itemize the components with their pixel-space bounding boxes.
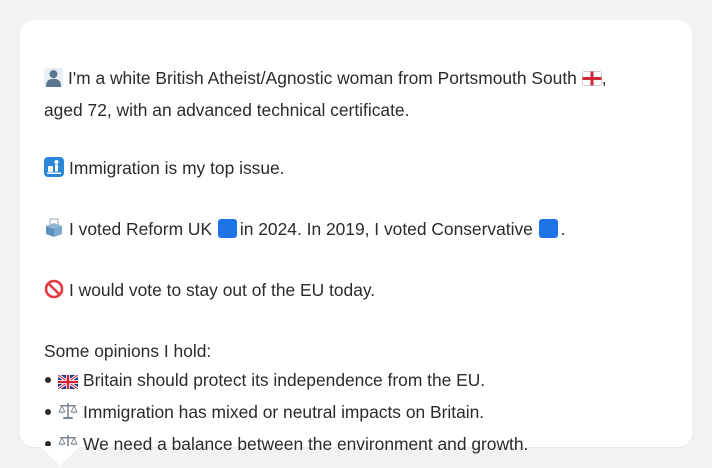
balance-scale-icon xyxy=(58,401,78,430)
opinions-header: Some opinions I hold: xyxy=(44,341,212,361)
chat-message-bubble: I'm a white British Atheist/Agnostic wom… xyxy=(20,20,692,454)
opinion-text: We need a balance between the environmen… xyxy=(83,434,529,454)
bullet-icon xyxy=(45,441,51,447)
top-issue-text: Immigration is my top issue. xyxy=(69,158,285,178)
opinion-text: Immigration has mixed or neutral impacts… xyxy=(83,402,485,422)
vote-line: I voted Reform UK in 2024. In 2019, I vo… xyxy=(44,215,668,247)
opinion-list-item: We need a balance between the environmen… xyxy=(44,430,668,462)
intro-line-1: I'm a white British Atheist/Agnostic wom… xyxy=(44,64,668,96)
opinion-text: Britain should protect its independence … xyxy=(83,370,486,390)
bullet-icon xyxy=(45,377,51,383)
opinion-list-item: Immigration has mixed or neutral impacts… xyxy=(44,398,668,430)
conservative-color-square xyxy=(538,219,558,238)
top-issue-line: Immigration is my top issue. xyxy=(44,154,668,186)
eu-line: I would vote to stay out of the EU today… xyxy=(44,276,668,308)
vote-text-2019: in 2024. In 2019, I voted Conservative xyxy=(239,219,533,239)
prohibited-icon xyxy=(44,279,64,308)
uk-flag-icon xyxy=(57,369,79,398)
bubble-tail xyxy=(40,446,80,466)
vote-text-end: . xyxy=(560,219,566,239)
vote-text-2024: I voted Reform UK xyxy=(69,219,213,239)
passport-control-icon xyxy=(44,157,64,186)
ballot-box-icon xyxy=(44,218,64,247)
intro-text: I'm a white British Atheist/Agnostic wom… xyxy=(68,68,577,88)
eu-text: I would vote to stay out of the EU today… xyxy=(69,280,376,300)
intro-line-2: aged 72, with an advanced technical cert… xyxy=(44,100,410,120)
opinion-list-item: Britain should protect its independence … xyxy=(44,366,668,398)
england-flag-icon xyxy=(581,66,602,95)
reform-uk-color-square xyxy=(217,219,237,238)
intro-comma: , xyxy=(601,68,607,88)
person-silhouette-icon xyxy=(44,67,63,96)
bullet-icon xyxy=(45,409,51,415)
